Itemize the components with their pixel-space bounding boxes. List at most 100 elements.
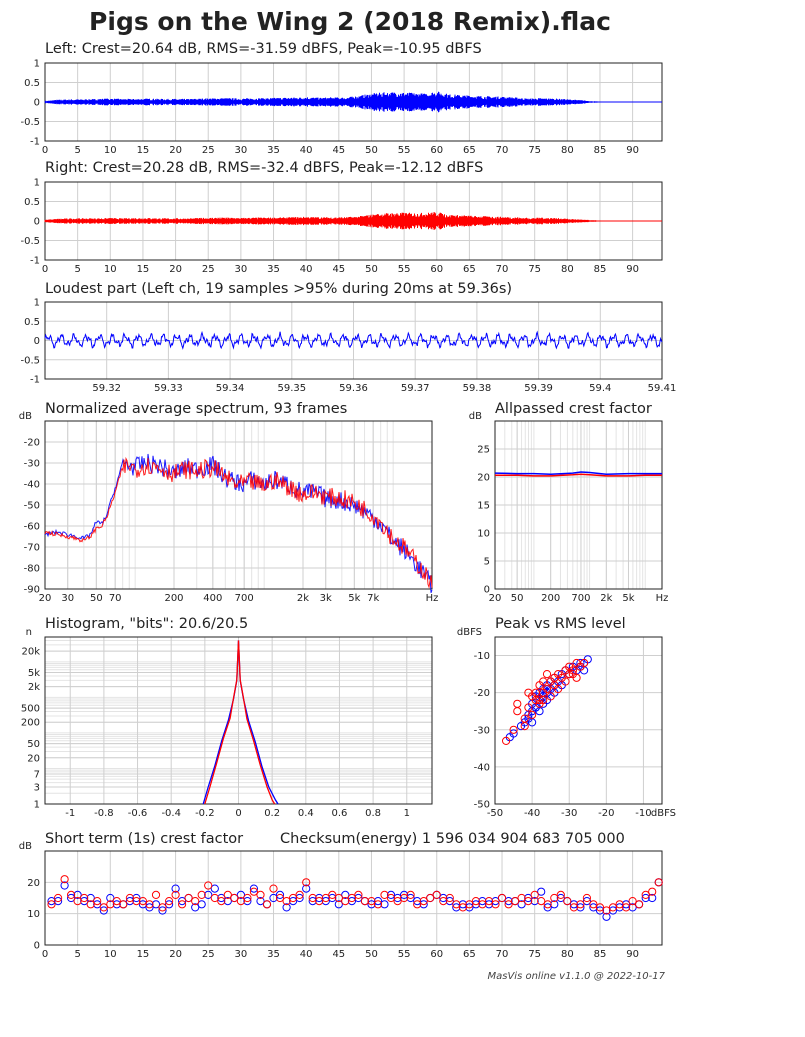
spectrum-xtick-label: Hz [426,593,439,604]
loudest-ytick-label: 0 [34,336,40,347]
loudest-frame [44,301,663,380]
peak_rms-point [502,736,511,746]
allpass-xtick-label: 5k [622,593,634,604]
crest-xtick-label: 85 [594,949,607,960]
spectrum-title: Normalized average spectrum, 93 frames [45,401,347,417]
loudest-xtick-label: 59.39 [524,383,553,394]
crest-point [302,884,311,893]
crest-point [289,897,298,906]
crest-point [602,906,611,915]
crest-point [635,900,644,909]
histogram-ytick-label: 5k [28,668,40,679]
right-xtick-label: 40 [300,264,313,275]
panel-left: 0 5 10 15 20 25 30 35 40 45 50 55 60 65 70 75 80 85 90 1 0.5… [20,41,663,156]
right-xtick-label: 30 [235,264,248,275]
crest-point [393,897,402,906]
crest-point [628,897,637,906]
crest-point [269,884,278,893]
spectrum-xtick-label: 5k [348,593,360,604]
histogram-xtick-label: 0.8 [365,808,381,819]
crest-point [524,897,533,906]
crest-point [373,900,383,909]
crest-point [595,903,605,912]
peak_rms-point [539,677,548,686]
left-ytick-label: 1 [34,59,40,70]
spectrum-ytick-label: -50 [24,501,40,512]
left-title: Left: Crest=20.64 dB, RMS=-31.59 dBFS, P… [45,41,482,57]
peak_rms-point [520,722,529,731]
left-xtick-label: 75 [528,145,541,156]
allpass-ytick-label: 0 [484,585,490,596]
left-xtick-label: 25 [202,145,215,156]
crest-point [275,893,285,903]
crest-point [576,900,585,909]
spectrum-xtick-label: 200 [164,593,183,604]
crest-point [269,893,278,903]
crest-point [341,897,350,906]
histogram-xtick-label: -0.6 [128,808,148,819]
crest-point [569,900,579,909]
peak_rms-xtick-label: -20 [598,808,614,819]
crest-point [334,893,343,903]
allpass-xtick-label: 50 [511,593,524,604]
peak_rms-xlabel: dBFS [651,808,676,819]
right-ytick-label: -0.5 [20,236,40,247]
crest-point [132,893,141,903]
left-xtick-label: 10 [104,145,117,156]
crest-point [217,897,226,906]
crest-point [125,893,134,903]
crest-point [615,900,624,909]
crest-point [550,900,559,909]
crest-point [615,903,624,912]
peak_rms-ylabel: dBFS [457,627,482,638]
right-xtick-label: 0 [42,264,48,275]
crest-xtick-label: 65 [463,949,476,960]
crest-point [165,897,174,906]
right-xtick-label: 55 [398,264,411,275]
crest-point [80,893,89,903]
right-ytick-label: 1 [34,178,40,189]
right-title: Right: Crest=20.28 dB, RMS=-32.4 dBFS, P… [45,160,483,176]
crest-point [223,890,232,900]
crest-point [608,906,618,915]
crest-point [602,912,611,921]
crest-point [256,890,265,900]
crest-point [452,903,461,912]
spectrum-frame [44,420,433,590]
crest-point [93,900,102,909]
crest-point [249,884,258,893]
crest-point [197,890,206,900]
crest-point [125,897,134,906]
allpass-ytick-label: 20 [477,473,490,484]
crest-point [419,897,428,906]
spectrum-ytick-label: -20 [24,438,40,449]
crest-xtick-label: 50 [365,949,378,960]
loudest-xtick-label: 59.35 [277,383,306,394]
right-xtick-label: 10 [104,264,117,275]
peak_rms-ytick-label: -10 [474,651,490,662]
crest-point [165,900,174,909]
crest-point [393,893,402,903]
figure-title: Pigs on the Wing 2 (2018 Remix).flac [89,7,611,36]
crest-xtick-label: 25 [202,949,215,960]
crest-point [622,900,631,909]
crest-point [537,897,546,906]
crest-point [537,887,546,896]
crest-point [608,903,618,912]
crest-ytick-label: 20 [27,878,40,889]
crest-point [471,897,480,906]
histogram-ytick-label: 2k [28,682,40,693]
peak_rms-ytick-label: -50 [474,800,490,811]
crest-point [178,900,187,909]
crest-point [504,900,513,909]
spectrum-grid [44,421,433,590]
crest-point [223,897,232,906]
left-xtick-label: 5 [74,145,80,156]
crest-point [622,903,631,912]
spectrum-xtick-label: 70 [109,593,122,604]
peak_rms-point [576,658,585,668]
allpass-frame [494,420,663,590]
crest-xtick-label: 70 [496,949,509,960]
peak_rms-xtick-label: -30 [561,808,577,819]
spectrum-ylabel: dB [19,411,32,422]
